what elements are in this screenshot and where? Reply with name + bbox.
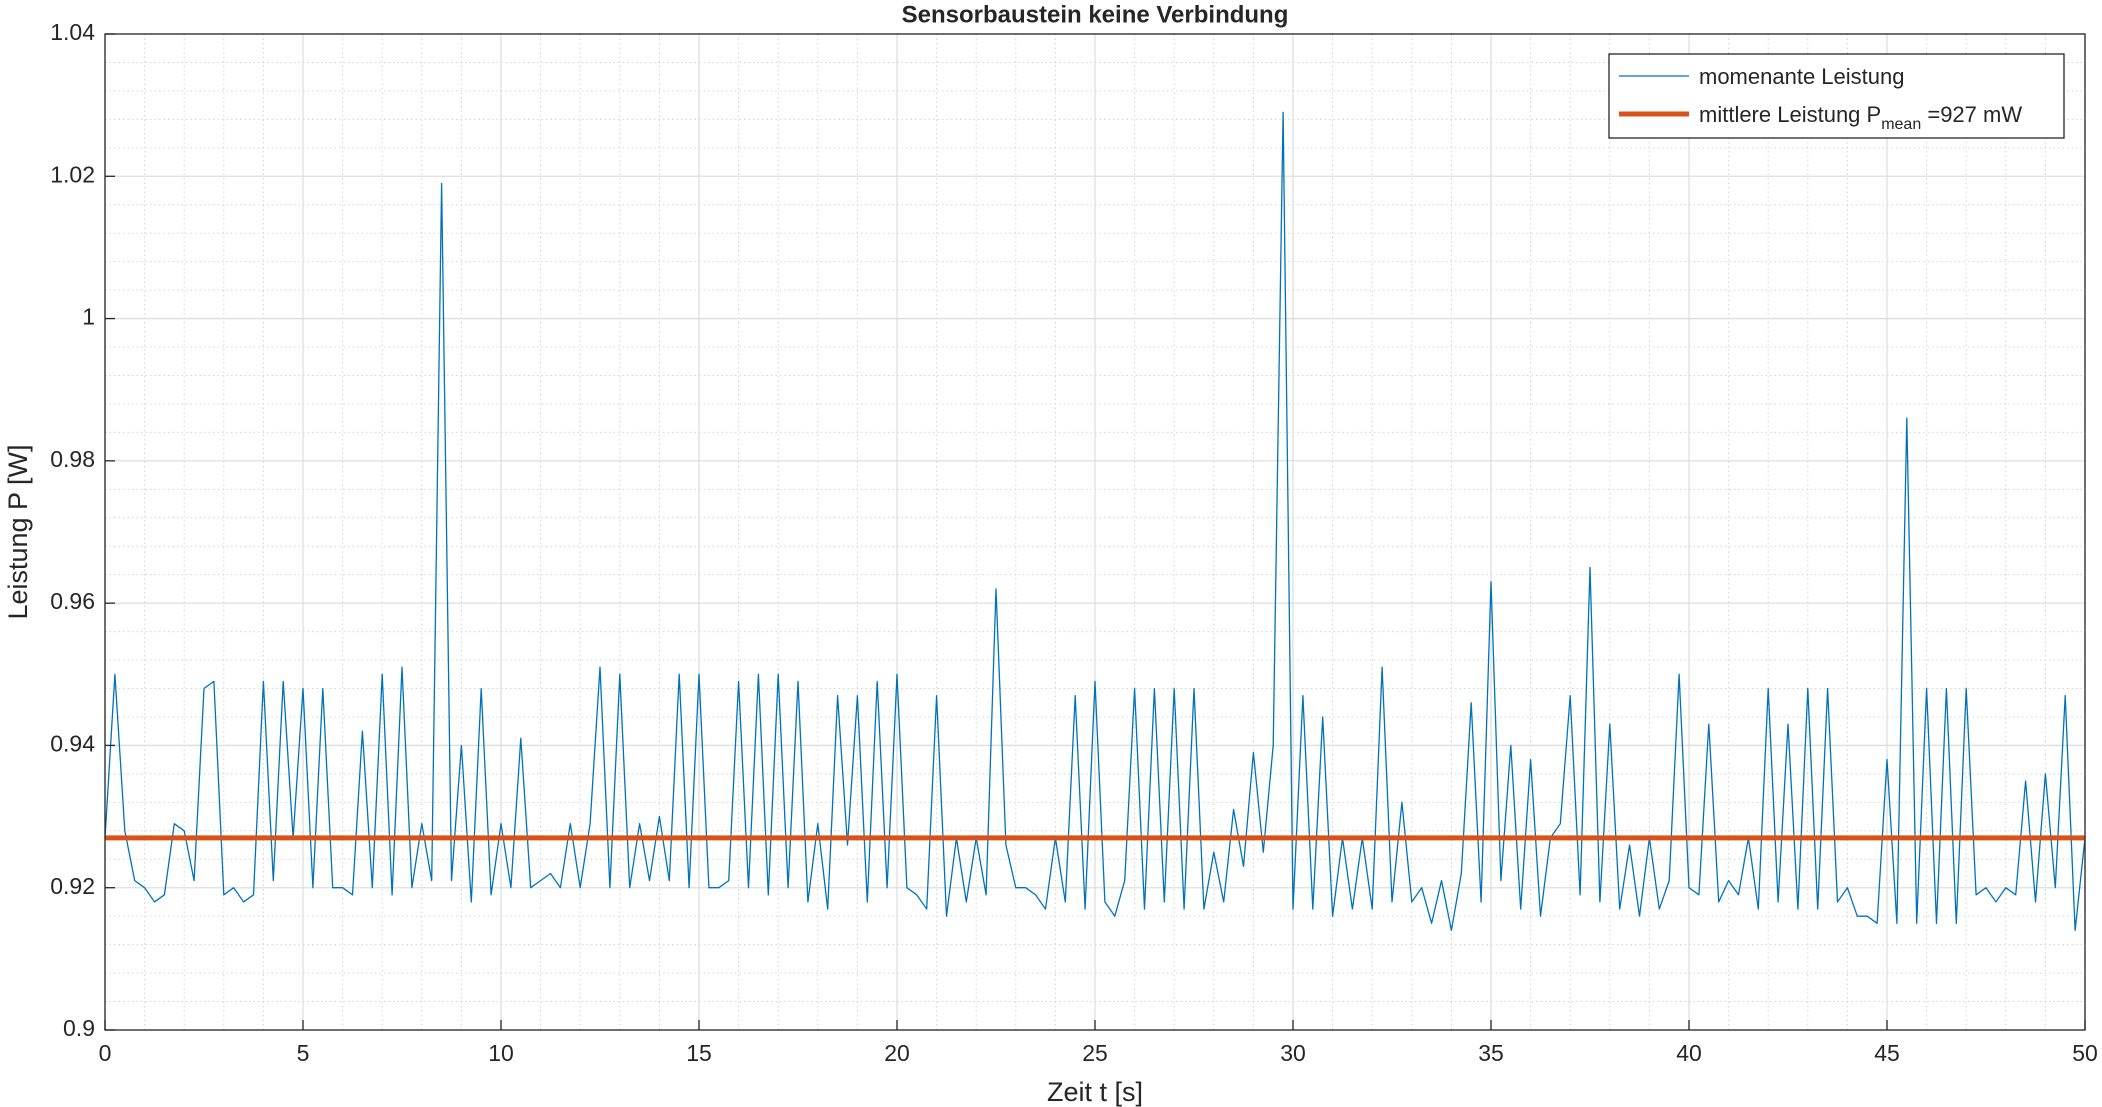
legend-label: mittlere Leistung Pmean =927 mW — [1699, 102, 2022, 133]
y-tick-label: 0.98 — [50, 446, 95, 472]
x-tick-label: 40 — [1676, 1040, 1702, 1066]
x-tick-label: 5 — [297, 1040, 310, 1066]
axes: 0 5 10 15 20 25 30 35 40 45 50 0.9 0.92 0.94 0.96 0.98 1… — [50, 19, 2098, 1066]
y-axis-label: Leistung P [W] — [3, 444, 33, 619]
legend-subscript: mean — [1881, 116, 1921, 133]
legend-name: mittlere Leistung P — [1699, 102, 1881, 127]
chart-title: Sensorbaustein keine Verbindung — [902, 1, 1289, 28]
series-line — [104, 111, 2086, 932]
plot — [104, 111, 2086, 932]
y-tick-label: 0.9 — [63, 1015, 95, 1041]
x-tick-label: 15 — [686, 1040, 712, 1066]
legend-suffix: =927 mW — [1921, 102, 2022, 127]
x-tick-label: 25 — [1082, 1040, 1108, 1066]
legend-label: momenante Leistung — [1699, 64, 1904, 89]
x-tick-label: 0 — [99, 1040, 112, 1066]
legend: momenante Leistung mittlere Leistung Pmea… — [1608, 53, 2065, 139]
y-tick-label: 0.96 — [50, 588, 95, 614]
y-tick-label: 1.02 — [50, 161, 95, 187]
x-tick-label: 45 — [1874, 1040, 1900, 1066]
y-tick-label: 1.04 — [50, 19, 95, 45]
x-tick-label: 20 — [884, 1040, 910, 1066]
legend-name: momenante Leistung — [1699, 64, 1904, 89]
x-tick-label: 30 — [1280, 1040, 1306, 1066]
y-tick-label: 1 — [82, 304, 95, 330]
x-tick-label: 50 — [2072, 1040, 2098, 1066]
y-tick-label: 0.94 — [50, 731, 95, 757]
y-tick-label: 0.92 — [50, 873, 95, 899]
x-axis-label: Zeit t [s] — [1047, 1077, 1143, 1107]
x-tick-label: 35 — [1478, 1040, 1504, 1066]
legend-box — [1608, 53, 2065, 139]
x-tick-label: 10 — [488, 1040, 514, 1066]
